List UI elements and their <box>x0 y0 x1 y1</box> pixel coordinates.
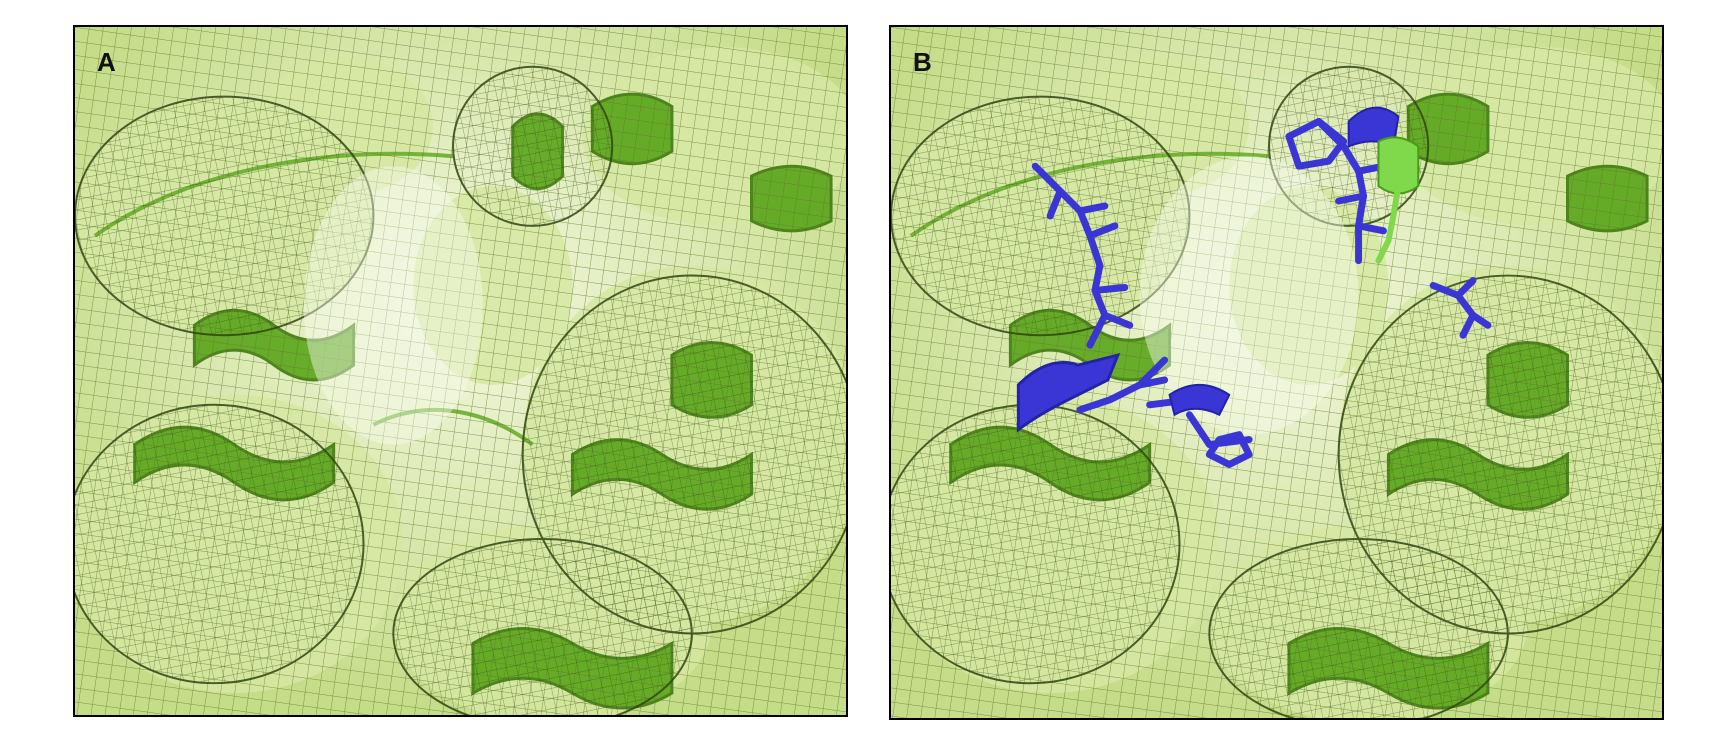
protein-surface-mesh-b <box>891 27 1662 718</box>
panel-b: B <box>889 25 1664 720</box>
protein-surface-mesh-a <box>75 27 846 715</box>
panel-a: A <box>73 25 848 717</box>
panel-b-label: B <box>913 47 932 77</box>
panel-a-label: A <box>97 47 116 77</box>
bound-peptide <box>1031 117 1492 468</box>
